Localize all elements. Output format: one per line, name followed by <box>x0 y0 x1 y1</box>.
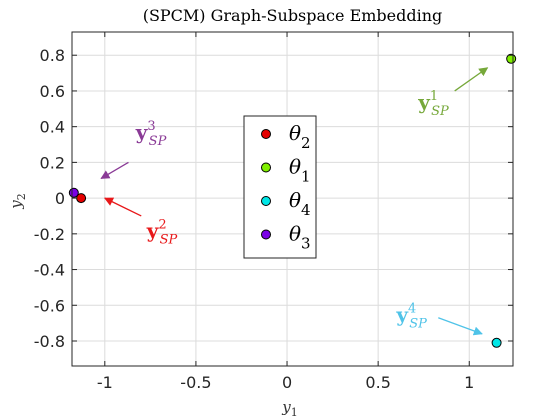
y-tick-label: 0.4 <box>40 118 65 137</box>
y-tick-label: -0.2 <box>34 225 65 244</box>
y-tick-label: 0.6 <box>40 82 65 101</box>
point-theta4 <box>492 338 501 347</box>
x-tick-label: -0.5 <box>180 373 211 392</box>
chart-title: (SPCM) Graph-Subspace Embedding <box>143 6 443 25</box>
legend-marker <box>262 130 271 139</box>
x-axis-label: y1 <box>281 398 297 419</box>
y-tick-label: 0 <box>55 189 65 208</box>
point-theta3 <box>69 188 78 197</box>
x-tick-label: 1 <box>464 373 474 392</box>
legend-marker <box>262 230 271 239</box>
x-tick-label: 0 <box>282 373 292 392</box>
y-axis-label: y2 <box>7 193 28 209</box>
y-tick-label: 0.8 <box>40 46 65 65</box>
y-tick-label: 0.2 <box>40 153 65 172</box>
legend-marker <box>262 163 271 172</box>
y-tick-label: -0.6 <box>34 296 65 315</box>
x-tick-label: 0.5 <box>365 373 390 392</box>
x-tick-label: -1 <box>97 373 113 392</box>
y-tick-label: -0.8 <box>34 332 65 351</box>
legend-marker <box>262 197 271 206</box>
y-tick-label: -0.4 <box>34 261 65 280</box>
